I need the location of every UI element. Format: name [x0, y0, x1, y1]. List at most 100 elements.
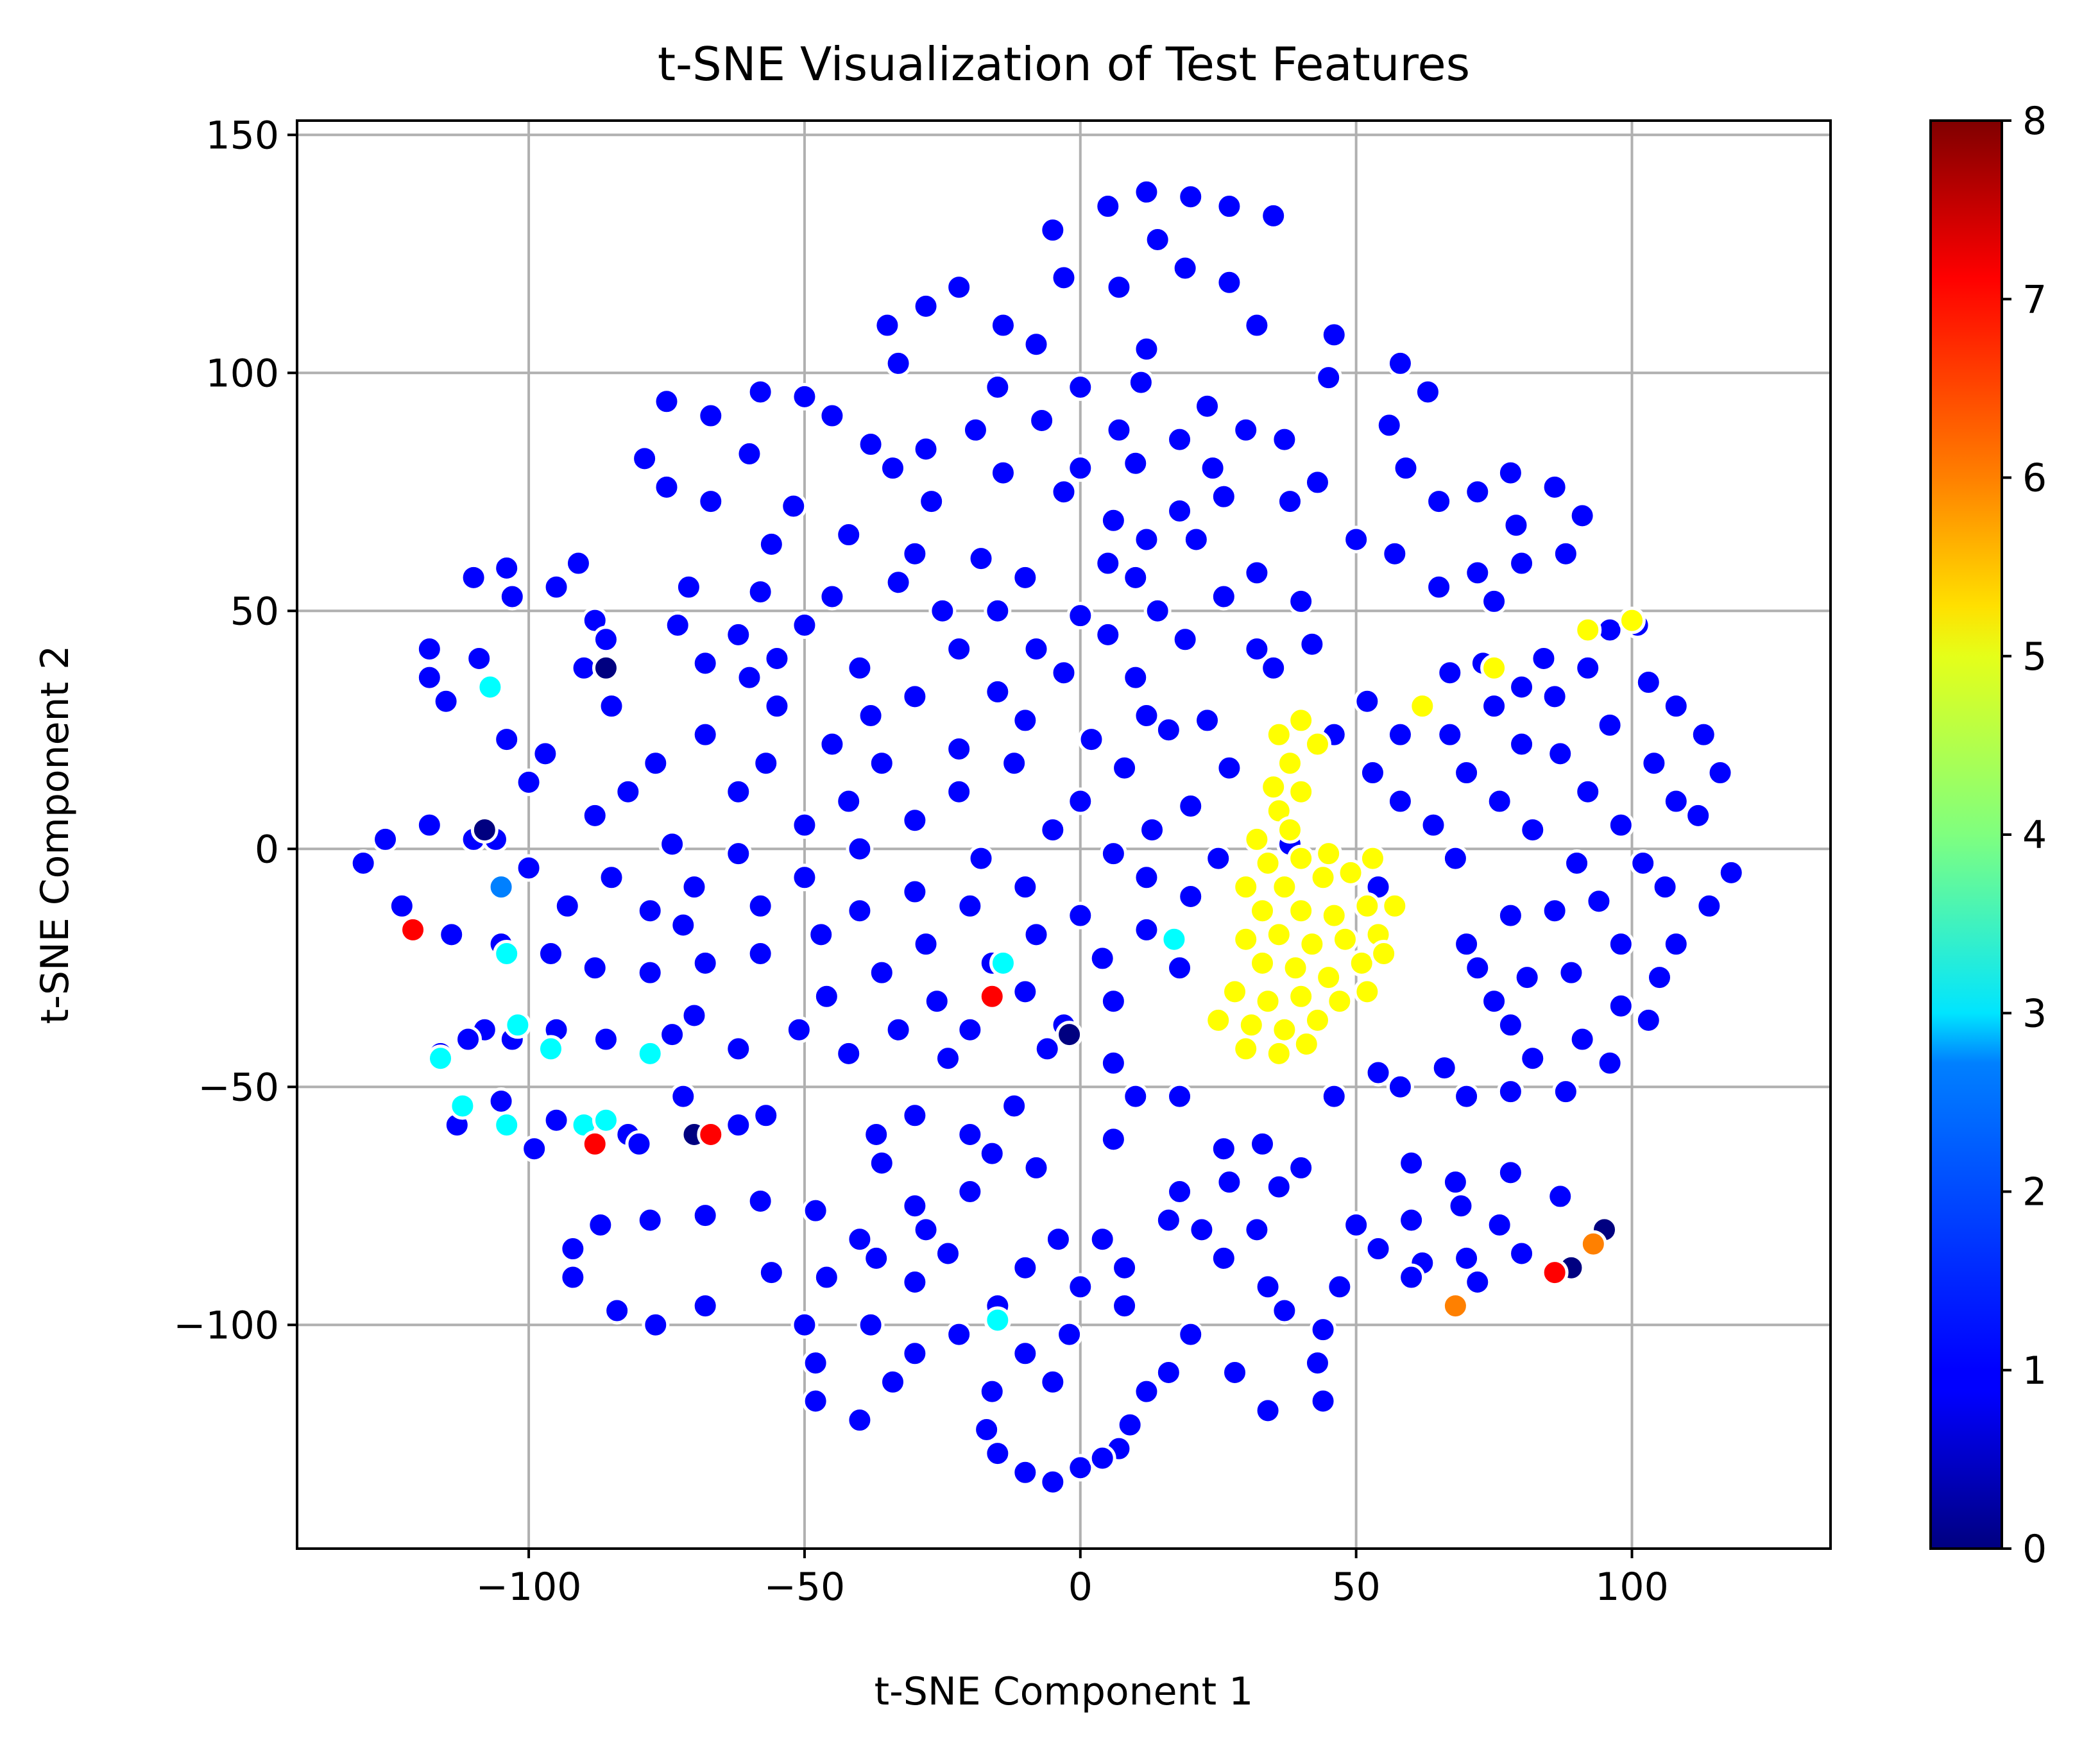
scatter-point	[465, 644, 493, 672]
scatter-point	[1132, 525, 1161, 554]
scatter-point	[680, 1001, 708, 1030]
scatter-point	[1122, 1082, 1150, 1110]
scatter-point	[642, 749, 670, 778]
scatter-point	[901, 806, 929, 835]
scatter-point	[790, 811, 819, 839]
scatter-point	[1066, 373, 1095, 402]
scatter-point	[763, 692, 791, 720]
scatter-point	[1519, 1044, 1547, 1073]
scatter-point	[636, 1039, 664, 1067]
scatter-point	[559, 1263, 587, 1291]
scatter-point	[1254, 987, 1282, 1016]
scatter-point	[1022, 330, 1050, 359]
scatter-point	[1188, 1216, 1216, 1244]
scatter-point	[1508, 1239, 1536, 1268]
x-tick-label: 100	[1595, 1565, 1669, 1610]
scatter-point	[691, 720, 719, 749]
scatter-point	[1182, 525, 1210, 554]
scatter-point	[724, 1111, 753, 1139]
scatter-point	[1513, 964, 1541, 992]
scatter-point	[1132, 1377, 1161, 1406]
scatter-point	[1413, 378, 1442, 406]
scatter-point	[432, 687, 460, 715]
scatter-point	[1480, 654, 1508, 682]
scatter-point	[1303, 1006, 1331, 1034]
scatter-point	[1177, 1320, 1205, 1348]
scatter-point	[454, 1025, 482, 1053]
scatter-point	[653, 473, 681, 501]
scatter-point	[415, 811, 443, 839]
scatter-point	[1551, 540, 1580, 568]
scatter-point	[1342, 525, 1370, 554]
scatter-point	[1485, 787, 1514, 815]
scatter-point	[978, 1139, 1006, 1168]
scatter-point	[1221, 1358, 1249, 1386]
scatter-point	[1066, 602, 1095, 630]
scatter-point	[1430, 1054, 1458, 1082]
scatter-point	[757, 1259, 785, 1287]
scatter-point	[349, 849, 377, 878]
scatter-point	[1287, 844, 1315, 872]
scatter-point	[1353, 978, 1381, 1006]
scatter-point	[846, 1225, 874, 1254]
scatter-point	[1138, 816, 1166, 844]
scatter-point	[1326, 987, 1354, 1016]
scatter-point	[498, 582, 526, 611]
scatter-point	[945, 735, 973, 763]
scatter-point	[642, 1311, 670, 1339]
scatter-point	[388, 892, 416, 920]
scatter-point	[1441, 1168, 1469, 1196]
scatter-point	[1634, 668, 1662, 697]
scatter-point	[592, 1025, 620, 1053]
scatter-point	[1099, 840, 1127, 868]
scatter-point	[1546, 740, 1575, 768]
scatter-point	[945, 778, 973, 806]
scatter-point	[1303, 730, 1331, 758]
scatter-point	[631, 445, 659, 473]
scatter-point	[1166, 1178, 1194, 1205]
scatter-point	[1000, 749, 1029, 778]
scatter-point	[1287, 706, 1315, 735]
scatter-point	[1303, 1349, 1331, 1377]
scatter-point	[1265, 1173, 1293, 1201]
scatter-point	[1099, 987, 1127, 1016]
scatter-point	[984, 677, 1012, 706]
scatter-point	[1441, 844, 1469, 872]
scatter-point	[1386, 720, 1414, 749]
scatter-point	[1055, 1320, 1084, 1348]
scatter-point	[663, 611, 692, 640]
scatter-point	[801, 1387, 830, 1415]
scatter-point	[515, 768, 543, 796]
scatter-point	[867, 958, 896, 987]
scatter-point	[1077, 726, 1105, 754]
scatter-point	[1358, 759, 1387, 787]
scatter-point	[1099, 1125, 1127, 1153]
scatter-point	[1237, 1011, 1265, 1039]
scatter-point	[1094, 549, 1122, 577]
scatter-point	[1596, 711, 1624, 739]
scatter-point	[1397, 1263, 1426, 1291]
scatter-point	[1132, 863, 1161, 892]
scatter-point	[790, 1311, 819, 1339]
scatter-point	[697, 402, 725, 430]
scatter-point	[1607, 811, 1635, 839]
scatter-point	[1132, 178, 1161, 206]
scatter-point	[724, 620, 753, 649]
scatter-point	[1287, 1153, 1315, 1182]
scatter-point	[448, 1092, 477, 1120]
y-axis-label: t-SNE Component 2	[33, 645, 78, 1025]
scatter-point	[757, 530, 785, 558]
scatter-point	[1320, 1082, 1348, 1110]
scatter-point	[1050, 659, 1078, 687]
scatter-point	[1309, 1387, 1337, 1415]
scatter-point	[724, 1035, 753, 1063]
scatter-point	[1011, 1339, 1039, 1368]
scatter-point	[1105, 273, 1133, 302]
scatter-point	[1447, 1192, 1475, 1220]
scatter-point	[1270, 1016, 1299, 1044]
scatter-point	[1270, 1297, 1299, 1325]
scatter-point	[399, 915, 427, 944]
scatter-point	[470, 816, 499, 844]
scatter-point	[1039, 216, 1067, 244]
scatter-point	[1000, 1092, 1029, 1120]
